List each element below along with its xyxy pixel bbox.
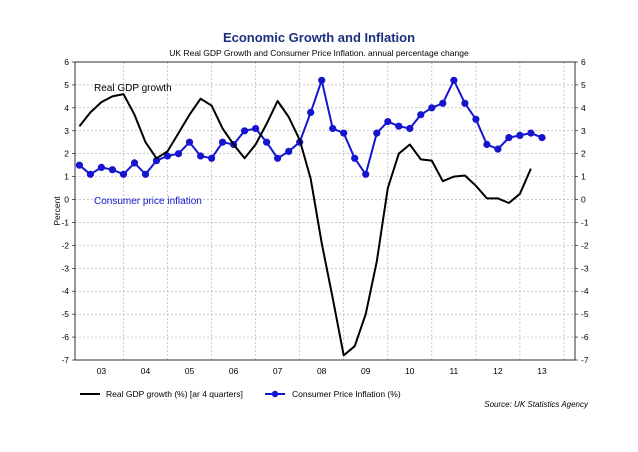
chart-title: Economic Growth and Inflation bbox=[223, 30, 415, 45]
y-tick-left-13: -7 bbox=[61, 355, 69, 365]
cpi-point-13 bbox=[219, 138, 227, 146]
cpi-point-29 bbox=[395, 122, 403, 130]
cpi-point-37 bbox=[483, 140, 491, 149]
cpi-point-9 bbox=[174, 150, 183, 158]
cpi-point-31 bbox=[417, 111, 425, 119]
x-tick-label-07: 07 bbox=[273, 366, 283, 376]
y-tick-left-0: 6 bbox=[64, 57, 69, 67]
cpi-point-22 bbox=[318, 76, 326, 84]
cpi-point-25 bbox=[351, 154, 359, 162]
annotation-cpi: Consumer price inflation bbox=[94, 196, 202, 207]
y-tick-right-5: 1 bbox=[581, 172, 586, 182]
series-line-gdp bbox=[78, 93, 532, 357]
y-tick-left-1: 5 bbox=[64, 80, 69, 90]
grid bbox=[75, 61, 575, 361]
cpi-point-33 bbox=[439, 99, 447, 107]
y-tick-left-6: 0 bbox=[64, 195, 69, 205]
y-tick-left-2: 4 bbox=[64, 103, 69, 113]
cpi-point-34 bbox=[450, 76, 458, 84]
cpi-point-11 bbox=[197, 152, 205, 160]
y-tick-left-12: -6 bbox=[61, 332, 69, 342]
cpi-point-36 bbox=[472, 115, 480, 123]
cpi-point-4 bbox=[119, 170, 128, 178]
cpi-point-2 bbox=[97, 163, 105, 171]
x-tick-label-06: 06 bbox=[229, 366, 239, 376]
cpi-point-40 bbox=[516, 131, 524, 139]
y-axis-label: Percent bbox=[52, 196, 62, 226]
chart-subtitle: UK Real GDP Growth and Consumer Price In… bbox=[169, 48, 469, 58]
y-tick-right-11: -5 bbox=[581, 309, 589, 319]
y-tick-right-3: 3 bbox=[581, 126, 586, 136]
cpi-point-27 bbox=[373, 129, 381, 137]
x-tick-label-10: 10 bbox=[405, 366, 415, 376]
cpi-point-42 bbox=[538, 134, 546, 142]
cpi-point-7 bbox=[152, 157, 161, 165]
cpi-point-15 bbox=[241, 127, 249, 135]
y-tick-right-1: 5 bbox=[581, 80, 586, 90]
y-tick-right-12: -6 bbox=[581, 332, 589, 342]
y-tick-left-3: 3 bbox=[64, 126, 69, 136]
left-axis: 6 5 4 3 2 1 0 -1 -2 -3 -4 -5 -6 -7 bbox=[61, 57, 75, 365]
legend-gdp-label: Real GDP growth (%) [ar 4 quarters] bbox=[106, 389, 243, 399]
cpi-point-30 bbox=[406, 124, 414, 133]
cpi-point-6 bbox=[141, 170, 150, 178]
y-tick-right-10: -4 bbox=[581, 286, 589, 296]
y-tick-left-8: -2 bbox=[61, 240, 69, 250]
legend-cpi-label: Consumer Price Inflation (%) bbox=[292, 389, 401, 399]
cpi-point-8 bbox=[163, 152, 172, 160]
y-tick-left-4: 2 bbox=[64, 149, 69, 159]
cpi-point-24 bbox=[340, 129, 348, 137]
legend: Real GDP growth (%) [ar 4 quarters] Cons… bbox=[80, 389, 401, 399]
x-tick-label-13: 13 bbox=[537, 366, 547, 376]
x-axis: 03 04 05 06 07 08 09 10 11 12 13 bbox=[97, 366, 547, 376]
cpi-point-5 bbox=[130, 159, 139, 167]
cpi-point-19 bbox=[285, 147, 293, 155]
cpi-point-18 bbox=[274, 154, 282, 162]
legend-cpi-marker bbox=[271, 390, 279, 398]
y-tick-right-4: 2 bbox=[581, 149, 586, 159]
x-tick-label-05: 05 bbox=[185, 366, 195, 376]
cpi-point-23 bbox=[329, 124, 337, 133]
x-tick-label-12: 12 bbox=[493, 366, 503, 376]
right-axis: 6 5 4 3 2 1 0 -1 -2 -3 -4 -5 -6 -7 bbox=[575, 57, 589, 365]
x-tick-label-03: 03 bbox=[97, 366, 107, 376]
cpi-point-0 bbox=[75, 161, 83, 169]
y-tick-right-0: 6 bbox=[581, 57, 586, 67]
y-tick-left-5: 1 bbox=[64, 172, 69, 182]
cpi-point-32 bbox=[428, 104, 436, 112]
cpi-point-38 bbox=[494, 145, 502, 153]
y-tick-right-7: -1 bbox=[581, 217, 589, 227]
y-tick-right-9: -3 bbox=[581, 263, 589, 273]
y-tick-left-9: -3 bbox=[61, 263, 69, 273]
cpi-point-3 bbox=[108, 166, 116, 174]
cpi-point-21 bbox=[307, 108, 315, 116]
y-tick-right-13: -7 bbox=[581, 355, 589, 365]
series-line-cpi bbox=[78, 79, 543, 176]
plot-frame bbox=[74, 61, 576, 361]
y-tick-left-11: -5 bbox=[61, 309, 69, 319]
y-tick-left-10: -4 bbox=[61, 286, 69, 296]
cpi-point-17 bbox=[263, 138, 271, 146]
x-tick-label-04: 04 bbox=[141, 366, 151, 376]
x-tick-label-09: 09 bbox=[361, 366, 371, 376]
cpi-point-26 bbox=[362, 170, 370, 178]
annotation-gdp: Real GDP growth bbox=[94, 83, 172, 94]
cpi-point-41 bbox=[527, 129, 535, 137]
series-layer bbox=[75, 76, 546, 357]
cpi-point-1 bbox=[86, 170, 94, 178]
x-tick-label-11: 11 bbox=[449, 366, 458, 376]
y-tick-right-2: 4 bbox=[581, 103, 586, 113]
cpi-point-28 bbox=[384, 118, 392, 126]
x-tick-label-08: 08 bbox=[317, 366, 327, 376]
cpi-point-39 bbox=[505, 134, 513, 142]
cpi-point-35 bbox=[461, 99, 469, 107]
y-tick-right-8: -2 bbox=[581, 240, 589, 250]
cpi-point-10 bbox=[185, 138, 194, 146]
cpi-point-12 bbox=[208, 154, 216, 162]
y-tick-left-7: -1 bbox=[61, 217, 69, 227]
cpi-point-16 bbox=[252, 124, 260, 133]
source-note: Source: UK Statistics Agency bbox=[484, 400, 589, 409]
y-tick-right-6: 0 bbox=[581, 195, 586, 205]
